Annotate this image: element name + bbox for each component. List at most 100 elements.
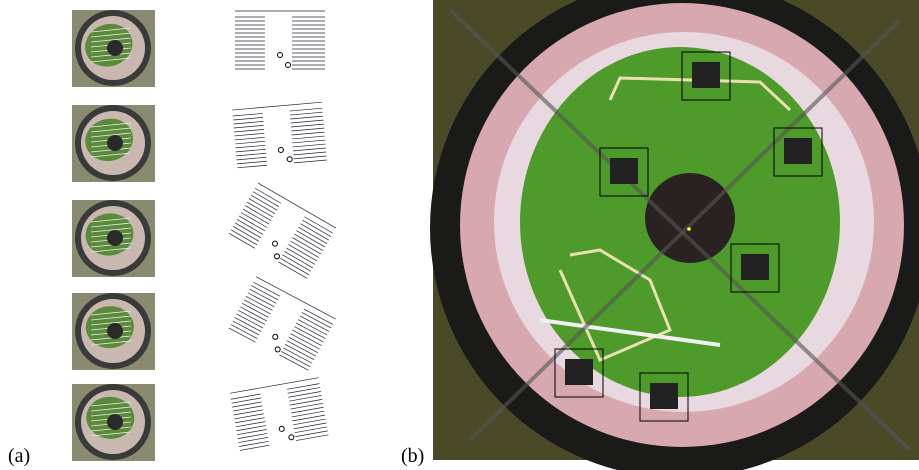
- panel-label: (a): [8, 445, 30, 467]
- map-line: [235, 141, 265, 144]
- map-marker: [288, 434, 294, 440]
- map-line: [232, 402, 262, 407]
- center-dot: [687, 227, 691, 231]
- map-line: [292, 330, 321, 345]
- map-line: [288, 244, 317, 261]
- robot: [784, 138, 812, 164]
- map-line: [298, 227, 327, 244]
- robot: [650, 383, 678, 409]
- map-line: [250, 289, 276, 303]
- map-marker: [272, 333, 279, 340]
- map-line: [281, 351, 310, 366]
- map-line: [236, 426, 266, 431]
- thumbnail-center: [107, 414, 123, 430]
- thumbnail-center: [107, 230, 123, 246]
- map-line: [253, 192, 279, 207]
- map-line: [230, 378, 319, 394]
- map-line: [236, 145, 266, 148]
- map-line: [239, 216, 265, 231]
- map-line: [278, 262, 307, 279]
- map-line: [240, 445, 270, 450]
- map-marker: [286, 63, 291, 68]
- map-line: [235, 418, 265, 423]
- map-line: [294, 156, 327, 159]
- map-line: [234, 125, 264, 128]
- map-line: [282, 255, 311, 272]
- map-line: [293, 144, 326, 147]
- map-line: [235, 137, 265, 140]
- map-line: [253, 282, 279, 296]
- map-line: [242, 303, 268, 317]
- map-line: [291, 120, 324, 123]
- map-marker: [278, 147, 283, 152]
- map-line: [231, 394, 261, 399]
- robot: [692, 62, 720, 88]
- map-line: [231, 230, 257, 245]
- map-line: [304, 309, 333, 324]
- map-line: [284, 251, 313, 268]
- map-line: [233, 226, 259, 241]
- map-line: [283, 348, 312, 363]
- map-marker: [287, 157, 292, 162]
- robot: [565, 359, 593, 385]
- map-line: [293, 152, 326, 155]
- map-line: [248, 293, 274, 307]
- map-line: [258, 183, 336, 228]
- map-line: [291, 124, 324, 127]
- map-line: [279, 355, 308, 370]
- line-map: [229, 183, 336, 278]
- map-line: [244, 300, 270, 314]
- line-map: [229, 277, 336, 370]
- fisheye-image: [430, 0, 919, 470]
- map-line: [238, 433, 268, 438]
- map-line: [290, 241, 319, 258]
- robot: [610, 158, 638, 184]
- map-line: [246, 296, 272, 310]
- map-marker: [274, 253, 281, 260]
- panel-label: (b): [401, 445, 424, 467]
- map-line: [237, 429, 267, 434]
- map-line: [294, 234, 323, 251]
- thumbnail-column: [72, 10, 155, 461]
- thumbnail-center: [107, 135, 123, 151]
- map-line: [233, 121, 263, 124]
- figure: (a) (b): [0, 0, 919, 470]
- map-line: [296, 231, 325, 248]
- map-line: [234, 133, 264, 136]
- map-line: [296, 323, 325, 338]
- map-line: [249, 199, 275, 214]
- map-line: [234, 129, 264, 132]
- robot: [741, 254, 769, 280]
- map-line: [233, 117, 263, 120]
- map-line: [292, 136, 325, 139]
- map-line: [229, 233, 255, 248]
- map-line: [232, 398, 262, 403]
- map-line: [241, 213, 267, 228]
- map-line: [238, 310, 264, 324]
- map-line: [304, 217, 333, 234]
- map-line: [238, 437, 268, 442]
- map-line: [292, 238, 321, 255]
- map-line: [237, 219, 263, 234]
- map-line: [291, 334, 320, 349]
- map-line: [232, 102, 322, 110]
- map-line: [292, 140, 325, 143]
- map-line: [234, 414, 264, 419]
- map-marker: [272, 240, 279, 247]
- map-marker: [279, 426, 285, 432]
- map-line: [302, 312, 331, 327]
- map-line: [247, 202, 273, 217]
- map-line: [294, 160, 327, 163]
- map-line: [298, 320, 327, 335]
- map-column: [229, 11, 336, 450]
- line-map: [230, 378, 329, 451]
- map-line: [251, 195, 277, 210]
- map-line: [289, 337, 318, 352]
- map-line: [290, 108, 323, 111]
- map-line: [233, 406, 263, 411]
- map-line: [237, 157, 267, 160]
- map-line: [233, 113, 263, 116]
- map-line: [237, 314, 263, 328]
- map-marker: [278, 53, 283, 58]
- map-line: [287, 341, 316, 356]
